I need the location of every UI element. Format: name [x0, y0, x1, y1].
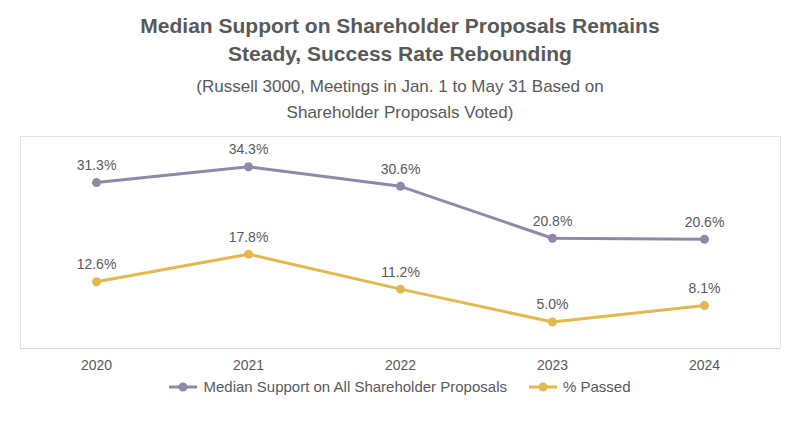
svg-text:30.6%: 30.6%: [381, 161, 421, 177]
svg-text:34.3%: 34.3%: [229, 141, 269, 157]
svg-text:11.2%: 11.2%: [381, 264, 420, 280]
svg-text:20.8%: 20.8%: [533, 213, 573, 229]
svg-text:17.8%: 17.8%: [229, 229, 269, 245]
html-text:Median Support on Shareholder: Median Support on Shareholder Proposals …: [140, 14, 660, 65]
svg-text:2020: 2020: [81, 357, 112, 373]
html-text:(Russell 3000, Meetings in Jan: (Russell 3000, Meetings in Jan. 1 to May…: [196, 77, 604, 122]
svg-text:2024: 2024: [689, 357, 720, 373]
svg-text:12.6%: 12.6%: [77, 256, 117, 272]
svg-text:2021: 2021: [233, 357, 264, 373]
svg-text:31.3%: 31.3%: [77, 157, 117, 173]
html-text:Median Support on All Sharehol: Median Support on All Shareholder Propos…: [203, 378, 507, 395]
svg-text:8.1%: 8.1%: [689, 280, 721, 296]
svg-text:5.0%: 5.0%: [537, 296, 569, 312]
svg-text:20.6%: 20.6%: [685, 214, 725, 230]
html-text:% Passed: % Passed: [563, 378, 631, 395]
svg-text:2022: 2022: [385, 357, 416, 373]
svg-text:2023: 2023: [537, 357, 568, 373]
